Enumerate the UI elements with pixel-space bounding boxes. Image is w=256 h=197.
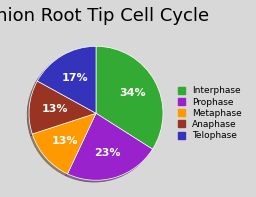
Wedge shape: [96, 46, 163, 149]
Text: 13%: 13%: [52, 136, 78, 146]
Legend: Interphase, Prophase, Metaphase, Anaphase, Telophase: Interphase, Prophase, Metaphase, Anaphas…: [176, 85, 244, 142]
Title: Onion Root Tip Cell Cycle: Onion Root Tip Cell Cycle: [0, 7, 210, 25]
Wedge shape: [29, 81, 96, 134]
Text: 13%: 13%: [41, 104, 68, 114]
Wedge shape: [37, 46, 96, 113]
Wedge shape: [68, 113, 153, 180]
Text: 17%: 17%: [61, 72, 88, 83]
Text: 23%: 23%: [94, 148, 121, 158]
Wedge shape: [32, 113, 96, 174]
Text: 34%: 34%: [119, 88, 146, 98]
